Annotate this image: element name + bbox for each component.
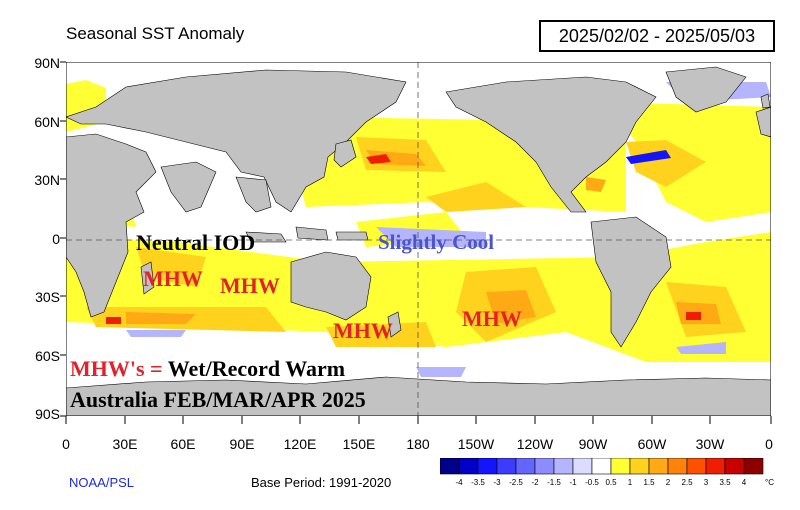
land-greenland (665, 66, 747, 113)
base-period-label: Base Period: 1991-2020 (251, 475, 392, 490)
mhw-label-indian-ocean: MHW (143, 266, 203, 291)
colorbar-tick-label: 4 (741, 478, 747, 487)
colorbar-cell (458, 458, 479, 475)
colorbar-cell (591, 458, 612, 475)
colorbar-tick-label: 1 (627, 478, 633, 487)
strong-cool-layer (626, 150, 671, 164)
colorbar-tick-label: 2.5 (681, 478, 693, 487)
land-japan (333, 139, 357, 168)
land-new-zealand (387, 311, 402, 338)
mhw-label-south-pacific: MHW (462, 306, 522, 331)
colorbar-tick-label: 0.5 (605, 478, 617, 487)
map-title: Seasonal SST Anomaly (66, 24, 245, 43)
lon-label-0-right: 0 (765, 436, 773, 452)
colorbar-cell (534, 458, 555, 475)
land-se-asia (235, 176, 272, 213)
land-australia (290, 251, 372, 321)
lon-label-90w: 90W (578, 436, 608, 452)
lon-label-30e: 30E (112, 436, 138, 452)
colorbar-cell (743, 458, 764, 475)
colorbar-tick-label: -0.5 (585, 478, 599, 487)
colorbar-tick-label: 2 (665, 478, 671, 487)
lat-label-90s: 90S (35, 406, 60, 422)
colorbar-tick-label: 3.5 (719, 478, 731, 487)
lat-label-60s: 60S (35, 348, 60, 364)
lat-label-90n: 90N (34, 55, 60, 71)
sst-anomaly-map (66, 62, 771, 416)
colorbar-cell (705, 458, 726, 475)
region-period-label: Australia FEB/MAR/APR 2025 (70, 387, 366, 412)
lon-label-30w: 30W (695, 436, 725, 452)
slightly-cool-label: Slightly Cool (378, 230, 495, 254)
land-antarctica (66, 376, 771, 416)
hot-spots (106, 154, 701, 324)
lat-label-30n: 30N (34, 172, 60, 188)
lon-label-60e: 60E (170, 436, 196, 452)
colorbar-cell (610, 458, 631, 475)
land-madagascar (140, 261, 155, 295)
land-south-america (590, 216, 672, 348)
colorbar (440, 458, 764, 475)
colorbar-tick-label: -1.5 (547, 478, 561, 487)
colorbar-tick-label: -3 (493, 478, 501, 487)
land-north-america (445, 76, 657, 213)
date-range-box: 2025/02/02 - 2025/05/03 (539, 20, 775, 52)
lon-label-150e: 150E (342, 436, 376, 452)
colorbar-cell (553, 458, 574, 475)
colorbar-tick-label: 1.5 (643, 478, 655, 487)
colorbar-cell (477, 458, 498, 475)
colorbar-cell (686, 458, 707, 475)
colorbar-tick-label: -3.5 (471, 478, 485, 487)
mhw-legend-line: MHW's = Wet/Record Warm (70, 356, 345, 382)
lon-label-120w: 120W (516, 436, 554, 452)
lat-label-eq: 0 (52, 231, 60, 247)
neutral-iod-label: Neutral IOD (136, 230, 256, 255)
axis-ticks (60, 61, 772, 424)
mhw-legend-abbrev: MHW's = (70, 356, 168, 381)
colorbar-cell (572, 458, 593, 475)
lon-label-180: 180 (406, 436, 430, 452)
mhw-legend-meaning: Wet/Record Warm (167, 356, 346, 381)
colorbar-cell (724, 458, 745, 475)
land-layer (66, 66, 771, 416)
colorbar-cell (629, 458, 650, 475)
colorbar-cell (440, 458, 460, 475)
colorbar-cell (515, 458, 536, 475)
colorbar-labels: -4 -3.5 -3 -2.5 -2 -1.5 -1 -0.5 0.5 1 1.5 2 2.5 3 3.5 4 (440, 478, 780, 492)
lat-label-30s: 30S (35, 289, 60, 305)
colorbar-tick-label: -2.5 (509, 478, 523, 487)
colorbar-tick-label: 3 (703, 478, 709, 487)
lon-label-60w: 60W (637, 436, 667, 452)
colorbar-tick-label: -1 (569, 478, 577, 487)
mhw-label-west-australia: MHW (220, 273, 280, 298)
colorbar-unit: °C (765, 478, 774, 487)
lat-label-60n: 60N (34, 114, 60, 130)
lon-label-120e: 120E (283, 436, 317, 452)
land-india (160, 161, 217, 213)
land-africa (66, 133, 157, 318)
colorbar-cell (667, 458, 688, 475)
mhw-label-south-australia: MHW (333, 318, 393, 343)
lon-label-90e: 90E (229, 436, 255, 452)
lon-label-0: 0 (62, 436, 70, 452)
colorbar-tick-label: -4 (455, 478, 463, 487)
credit-label: NOAA/PSL (69, 475, 135, 490)
colorbar-cell (648, 458, 669, 475)
colorbar-cell (496, 458, 517, 475)
colorbar-tick-label: -2 (531, 478, 539, 487)
land-eurasia (66, 69, 407, 213)
lon-label-150w: 150W (457, 436, 495, 452)
